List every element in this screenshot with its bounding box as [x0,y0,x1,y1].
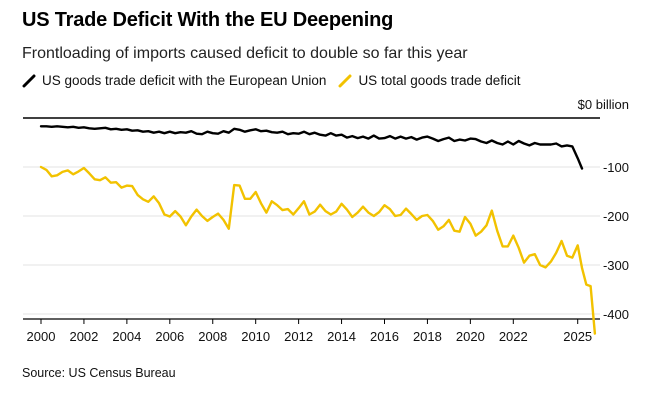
y-tick-label: -300 [603,258,629,273]
series-line-total-deficit [39,165,597,335]
x-tick-label: 2002 [69,329,98,344]
legend-label-eu: US goods trade deficit with the European… [42,73,327,88]
legend-swatch-eu [22,74,36,87]
x-tick-label: 2016 [370,329,399,344]
x-tick-label: 2004 [112,329,141,344]
legend-swatch-total [338,74,352,87]
legend: US goods trade deficit with the European… [22,73,533,88]
y-tick-label: -400 [603,307,629,322]
y-tick-label: -100 [603,160,629,175]
x-tick-label: 2022 [499,329,528,344]
x-tick-label: 2012 [284,329,313,344]
y-tick-label: -200 [603,209,629,224]
legend-item-eu: US goods trade deficit with the European… [22,73,326,88]
legend-label-total: US total goods trade deficit [358,73,521,88]
x-tick-label: 2010 [241,329,270,344]
chart-title: US Trade Deficit With the EU Deepening [22,9,394,31]
y-tick-label: $0 billion [578,97,629,112]
chart-subtitle: Frontloading of imports caused deficit t… [22,45,468,62]
x-tick-label: 2025 [563,329,592,344]
x-tick-label: 2014 [327,329,356,344]
x-tick-label: 2020 [456,329,485,344]
x-tick-label: 2000 [27,329,56,344]
x-tick-label: 2018 [413,329,442,344]
x-tick-label: 2008 [198,329,227,344]
legend-item-total: US total goods trade deficit [338,73,521,88]
source-note: Source: US Census Bureau [22,366,176,380]
series-line-eu-deficit [39,125,584,170]
x-tick-label: 2006 [155,329,184,344]
